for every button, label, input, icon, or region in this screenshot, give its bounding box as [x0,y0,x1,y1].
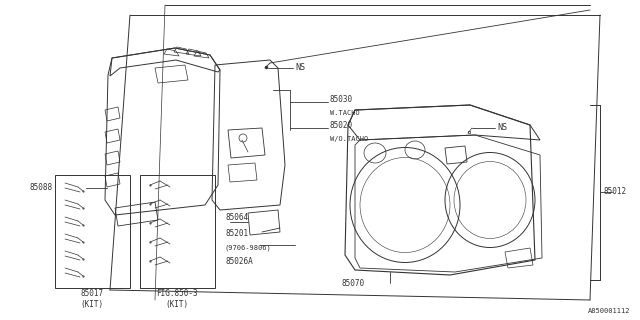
Text: (KIT): (KIT) [81,300,104,308]
Text: 85020: 85020 [330,122,353,131]
Text: 85070: 85070 [342,278,365,287]
Text: 85064: 85064 [225,213,248,222]
Text: 85088: 85088 [30,183,53,193]
Text: 85201: 85201 [225,229,248,238]
Text: 85026A: 85026A [225,258,253,267]
Text: (9706-9806): (9706-9806) [225,245,272,251]
Text: (KIT): (KIT) [165,300,189,308]
Text: 85012: 85012 [604,188,627,196]
Text: W.TACHO: W.TACHO [330,110,360,116]
Text: A850001112: A850001112 [588,308,630,314]
Text: NS: NS [295,63,305,73]
Text: W/O.TACHO: W/O.TACHO [330,136,368,142]
Text: NS: NS [497,124,507,132]
Text: FIG.850-3: FIG.850-3 [156,290,198,299]
Text: 85030: 85030 [330,95,353,105]
Text: 85017: 85017 [81,290,104,299]
